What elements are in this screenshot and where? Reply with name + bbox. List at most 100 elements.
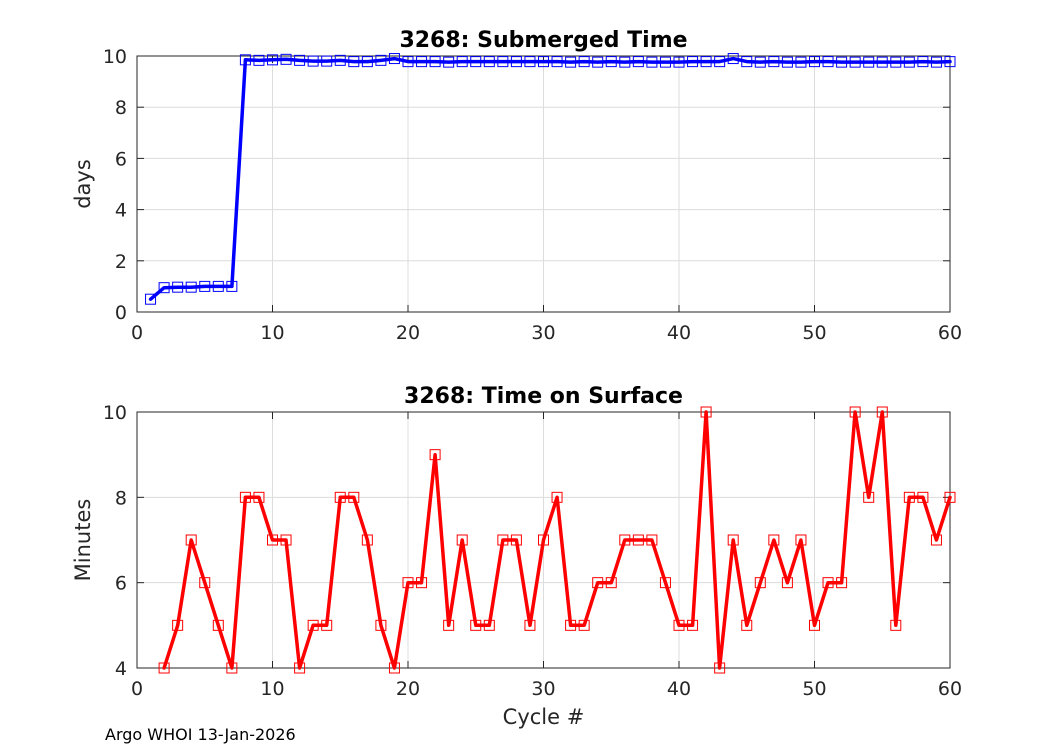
data-point-marker [416, 56, 428, 68]
data-point-marker [443, 56, 455, 68]
data-point-marker [253, 491, 265, 503]
data-point-marker [443, 619, 455, 631]
data-point-marker [294, 662, 306, 674]
data-point-marker [375, 54, 387, 66]
data-point-marker [361, 534, 373, 546]
data-point-marker [524, 56, 536, 68]
x-tick-label: 60 [938, 322, 962, 344]
y-tick-label: 4 [115, 658, 127, 680]
data-point-marker [605, 56, 617, 68]
data-point-marker [185, 534, 197, 546]
data-point-marker [646, 534, 658, 546]
data-point-marker [890, 619, 902, 631]
y-tick-label: 10 [103, 46, 127, 68]
data-point-marker [592, 577, 604, 589]
data-point-marker [903, 56, 915, 68]
x-tick-label: 60 [938, 678, 962, 700]
x-tick-label: 50 [802, 322, 826, 344]
data-point-marker [470, 56, 482, 68]
footer-text: Argo WHOI 13-Jan-2026 [105, 725, 296, 744]
chart-1: 0 10 20 30 40 50 60 0 2 4 6 8 10 3268: Submerged Time… [71, 28, 962, 344]
data-point-marker [876, 406, 888, 418]
data-point-marker [226, 662, 238, 674]
data-point-marker [754, 577, 766, 589]
data-point-marker [836, 56, 848, 68]
data-point-marker [402, 56, 414, 68]
data-point-marker [605, 577, 617, 589]
data-point-marker [456, 56, 468, 68]
data-point-marker [267, 534, 278, 546]
data-point-marker [795, 56, 807, 68]
y-tick-label: 2 [115, 251, 127, 273]
data-point-marker [429, 56, 441, 68]
x-tick-label: 30 [531, 322, 555, 344]
data-point-marker [632, 56, 644, 68]
x-tick-label: 40 [667, 678, 691, 700]
data-point-marker [538, 56, 549, 68]
y-tick-label: 8 [115, 487, 127, 509]
data-point-marker [619, 56, 631, 68]
data-point-marker [714, 662, 726, 674]
chart-title: 3268: Submerged Time [399, 28, 687, 53]
data-point-marker [145, 293, 157, 305]
data-point-marker [199, 280, 211, 292]
data-point-marker [917, 56, 929, 68]
data-point-marker [510, 534, 522, 546]
data-point-marker [239, 491, 251, 503]
data-point-marker [388, 662, 400, 674]
series-line [162, 410, 952, 670]
data-point-marker [172, 619, 184, 631]
data-point-marker [930, 534, 942, 546]
x-tick-label: 20 [396, 678, 420, 700]
x-tick-label: 10 [260, 322, 284, 344]
data-point-marker [307, 55, 319, 67]
data-point-marker [565, 619, 577, 631]
data-point-marker [551, 56, 563, 68]
data-point-marker [930, 56, 942, 68]
data-point-marker [538, 534, 549, 546]
data-point-marker [849, 406, 861, 418]
data-point-marker [239, 54, 251, 66]
data-point-marker [822, 56, 834, 68]
data-point-marker [267, 54, 278, 66]
data-point-marker [768, 56, 780, 68]
y-tick-label: 10 [103, 402, 127, 424]
data-point-marker [741, 619, 753, 631]
data-point-marker [822, 577, 834, 589]
data-point-marker [253, 54, 265, 66]
data-point-marker [836, 577, 848, 589]
y-tick-label: 6 [115, 573, 127, 595]
data-point-marker [334, 54, 346, 66]
data-point-marker [158, 282, 170, 294]
data-point-marker [470, 619, 482, 631]
data-point-marker [524, 619, 536, 631]
data-point-marker [673, 56, 685, 68]
data-point-marker [280, 534, 292, 546]
data-point-marker [781, 56, 793, 68]
data-point-marker [700, 56, 712, 68]
data-point-marker [483, 56, 495, 68]
x-tick-label: 30 [531, 678, 555, 700]
data-point-marker [632, 534, 644, 546]
data-point-marker [714, 56, 726, 68]
data-point-marker [687, 56, 699, 68]
chart-2: 0 10 20 30 40 50 60 4 6 8 10 3268: Time on Surface M… [71, 384, 962, 729]
x-tick-label: 0 [131, 322, 143, 344]
data-point-marker [185, 281, 197, 293]
data-point-marker [402, 577, 414, 589]
y-axis-label: Minutes [71, 499, 95, 582]
data-point-marker [497, 534, 509, 546]
data-point-marker [876, 56, 888, 68]
x-tick-label: 50 [802, 678, 826, 700]
data-point-marker [700, 406, 712, 418]
y-tick-label: 4 [115, 200, 127, 222]
data-point-marker [578, 619, 590, 631]
series-line [148, 56, 952, 301]
y-tick-label: 8 [115, 97, 127, 119]
data-point-marker [754, 56, 766, 68]
data-point-marker [158, 662, 170, 674]
data-point-marker [172, 281, 184, 293]
x-tick-label: 0 [131, 678, 143, 700]
data-point-marker [483, 619, 495, 631]
data-point-marker [416, 577, 428, 589]
